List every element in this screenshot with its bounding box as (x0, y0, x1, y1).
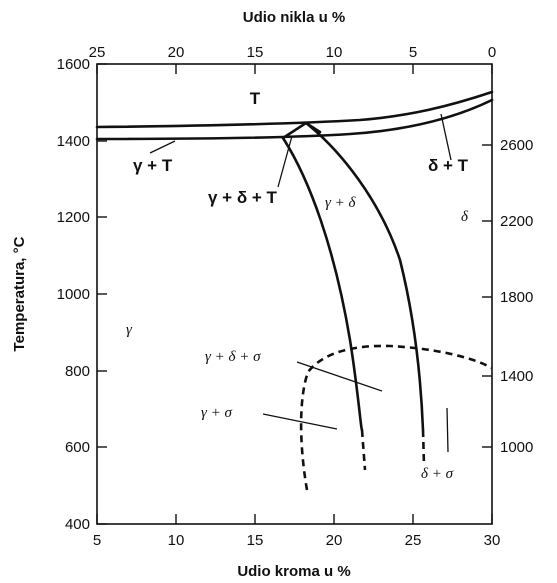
gamma-delta-solvus-dashed (360, 429, 367, 471)
region-liquid-label: T (250, 89, 261, 108)
y-left-ticks (97, 63, 107, 525)
solidus-line (95, 98, 494, 141)
x-top-tick-label: 25 (89, 44, 106, 61)
x-bottom-tick-label: 30 (484, 532, 501, 549)
x-top-axis-title: Udio nikla u % (243, 9, 346, 26)
leader-gamma-delta-liquid (277, 135, 293, 188)
x-bottom-tick-label: 10 (168, 532, 185, 549)
x-top-tick-label: 20 (168, 44, 185, 61)
y-right-tick-label: 1800 (500, 289, 533, 306)
leader-delta-liquid (440, 113, 452, 161)
y-right-tick-label: 1000 (500, 439, 533, 456)
x-top-tick-label: 5 (409, 44, 417, 61)
region-gamma-sigma-label: γ + σ (201, 405, 233, 421)
y-left-tick-label: 1000 (57, 286, 90, 303)
leader-delta-sigma (446, 407, 449, 453)
x-bottom-tick-label: 20 (326, 532, 343, 549)
y-right-tick-label: 2200 (500, 213, 533, 230)
y-left-tick-label: 800 (65, 363, 90, 380)
y-left-tick-label: 1600 (57, 56, 90, 73)
y-left-tick-labels: 400 600 800 1000 1200 1400 1600 (57, 56, 90, 533)
leader-gamma-liquid (149, 140, 176, 154)
y-right-ticks (482, 144, 492, 448)
x-bottom-tick-labels: 5 10 15 20 25 30 (93, 532, 501, 549)
liquidus-line (95, 90, 494, 129)
y-right-tick-label: 1400 (500, 368, 533, 385)
y-right-tick-label: 2600 (500, 137, 533, 154)
x-bottom-ticks (96, 514, 493, 524)
x-top-ticks (96, 64, 493, 74)
x-bottom-axis-title: Udio kroma u % (237, 563, 350, 580)
x-top-tick-label: 10 (326, 44, 343, 61)
x-top-tick-label: 15 (247, 44, 264, 61)
sigma-solvus-dashed (299, 344, 493, 491)
gamma-delta-boundary-left (281, 136, 364, 432)
region-gamma-label: γ (126, 322, 133, 338)
y-right-tick-labels: 1000 1400 1800 2200 2600 (500, 137, 533, 456)
region-delta-liquid-label: δ + T (428, 156, 469, 175)
y-left-tick-label: 400 (65, 516, 90, 533)
x-bottom-tick-label: 15 (247, 532, 264, 549)
leader-gamma-sigma (262, 413, 338, 430)
region-delta-label: δ (461, 209, 469, 225)
gamma-delta-boundary-right (304, 121, 425, 432)
region-gamma-liquid-label: γ + T (133, 156, 173, 175)
y-left-tick-label: 1400 (57, 133, 90, 150)
y-left-tick-label: 1200 (57, 209, 90, 226)
delta-solvus-dashed (421, 429, 426, 466)
region-gamma-delta-label: γ + δ (325, 195, 357, 211)
x-top-tick-labels: 25 20 15 10 5 0 (89, 44, 497, 61)
region-delta-sigma-label: δ + σ (421, 466, 454, 482)
x-top-tick-label: 0 (488, 44, 496, 61)
x-bottom-tick-label: 25 (405, 532, 422, 549)
region-gamma-delta-liquid-label: γ + δ + T (208, 188, 278, 207)
plot-frame (96, 63, 493, 525)
x-bottom-tick-label: 5 (93, 532, 101, 549)
region-gamma-delta-sigma-label: γ + δ + σ (205, 349, 261, 365)
y-left-tick-label: 600 (65, 439, 90, 456)
leader-gamma-delta-sigma (296, 361, 383, 392)
y-left-axis-title: Temperatura, °C (11, 236, 28, 351)
